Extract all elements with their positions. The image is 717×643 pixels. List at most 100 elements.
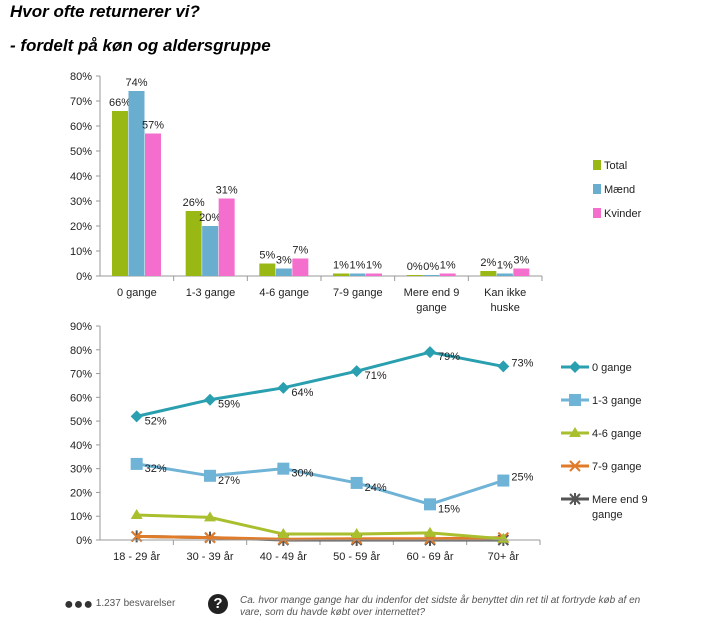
line-y-tick-label: 80% (70, 345, 92, 357)
line-y-tick-label: 10% (70, 511, 92, 523)
bar-category-label: huske (490, 302, 519, 314)
legend-marker-0-gange (569, 361, 581, 373)
bar-y-tick-label: 0% (76, 271, 92, 283)
point-0-gange (277, 381, 290, 394)
point-4-6-gange (277, 528, 290, 539)
bar-data-label: 57% (142, 120, 164, 132)
line-data-label: 15% (438, 503, 460, 515)
point-4-6-gange (130, 509, 143, 520)
bar-total (333, 273, 349, 276)
bar-category-label: 0 gange (117, 287, 157, 299)
line-category-label: 50 - 59 år (333, 551, 380, 563)
line-series-1-3-gange (136, 462, 504, 506)
bar-data-label: 3% (513, 255, 529, 267)
line-data-label: 73% (511, 357, 533, 369)
legend-label: 0 gange (592, 362, 632, 374)
responses-count: 1.237 besvarelser (95, 598, 176, 609)
line-data-label: 52% (145, 415, 167, 427)
bar-y-tick-label: 70% (70, 96, 92, 108)
question-text: Ca. hvor mange gange har du indenfor det… (240, 595, 641, 618)
line-data-label: 24% (365, 482, 387, 494)
bar-data-label: 20% (199, 212, 221, 224)
legend-label: Kvinder (604, 208, 642, 220)
bar-kvinder (439, 273, 456, 276)
line-y-tick-label: 90% (70, 321, 92, 333)
responses-info: ●●● 1.237 besvarelser (64, 596, 175, 614)
bar-data-label: 2% (480, 257, 496, 269)
bar-data-label: 0% (423, 261, 439, 273)
point-4-6-gange (350, 528, 363, 539)
bar-mænd (128, 91, 145, 276)
legend-marker-mere-end-9-gange (569, 493, 581, 505)
point-7-9-gange (204, 531, 216, 544)
bar-category-label: Mere end 9 (404, 287, 460, 299)
bar-data-label: 1% (333, 260, 349, 272)
bar-kvinder (218, 198, 235, 276)
bar-data-label: 74% (125, 77, 147, 89)
line-data-label: 25% (511, 472, 533, 484)
legend-marker-4-6-gange (569, 427, 581, 437)
legend-swatch (593, 160, 601, 170)
bar-category-label: 1-3 gange (186, 287, 236, 299)
bar-data-label: 31% (216, 185, 238, 197)
line-category-label: 40 - 49 år (260, 551, 307, 563)
line-category-label: 30 - 39 år (186, 551, 233, 563)
legend-label: gange (592, 509, 623, 521)
bar-kvinder (366, 273, 382, 276)
line-data-label: 79% (438, 351, 460, 363)
line-data-label: 64% (291, 387, 313, 399)
bar-y-tick-label: 80% (70, 71, 92, 83)
line-series-0-gange (136, 350, 504, 418)
point-1-3-gange (424, 498, 436, 511)
bar-data-label: 1% (497, 260, 513, 272)
bar-data-label: 1% (366, 260, 382, 272)
point-0-gange (497, 360, 510, 373)
legend-label: Mere end 9 (592, 494, 648, 506)
bar-mænd (496, 273, 513, 276)
bar-kvinder (513, 268, 530, 276)
point-1-3-gange (350, 476, 363, 489)
point-0-gange (204, 393, 216, 406)
bar-category-label: gange (416, 302, 447, 314)
bar-total (185, 211, 202, 276)
bar-kvinder (145, 133, 161, 276)
legend-label: 1-3 gange (592, 395, 642, 407)
line-y-tick-label: 70% (70, 369, 92, 381)
point-1-3-gange (130, 457, 143, 470)
point-1-3-gange (277, 462, 290, 475)
point-0-gange (424, 346, 436, 359)
legend-label: 4-6 gange (592, 428, 642, 440)
bar-data-label: 26% (183, 197, 205, 209)
bar-data-label: 66% (109, 97, 131, 109)
legend-label: Mænd (604, 184, 635, 196)
bar-mænd (349, 273, 366, 276)
line-category-label: 70+ år (488, 551, 520, 563)
bar-data-label: 3% (276, 255, 292, 267)
bar-mænd (275, 268, 292, 276)
line-series-4-6-gange (136, 513, 504, 541)
point-1-3-gange (497, 474, 510, 487)
bar-y-tick-label: 30% (70, 196, 92, 208)
bar-y-tick-label: 50% (70, 146, 92, 158)
point-4-6-gange (424, 526, 436, 537)
bar-data-label: 0% (407, 261, 423, 273)
bar-kvinder (292, 258, 309, 276)
page-subtitle: - fordelt på køn og aldersgruppe (10, 36, 271, 55)
bar-y-tick-label: 20% (70, 221, 92, 233)
line-data-label: 71% (365, 370, 387, 382)
legend-swatch (593, 184, 601, 194)
bar-y-tick-label: 10% (70, 246, 92, 258)
line-series-7-9-gange (136, 534, 504, 541)
line-y-tick-label: 0% (76, 535, 92, 547)
bar-data-label: 7% (292, 245, 308, 257)
bar-mænd (202, 226, 219, 276)
people-icon: ●●● (64, 596, 93, 613)
bar-category-label: Kan ikke (484, 287, 526, 299)
point-0-gange (350, 365, 363, 378)
line-y-tick-label: 40% (70, 440, 92, 452)
legend-swatch (593, 208, 601, 218)
line-data-label: 27% (218, 475, 240, 487)
line-y-tick-label: 50% (70, 416, 92, 428)
bar-category-label: 7-9 gange (333, 287, 383, 299)
